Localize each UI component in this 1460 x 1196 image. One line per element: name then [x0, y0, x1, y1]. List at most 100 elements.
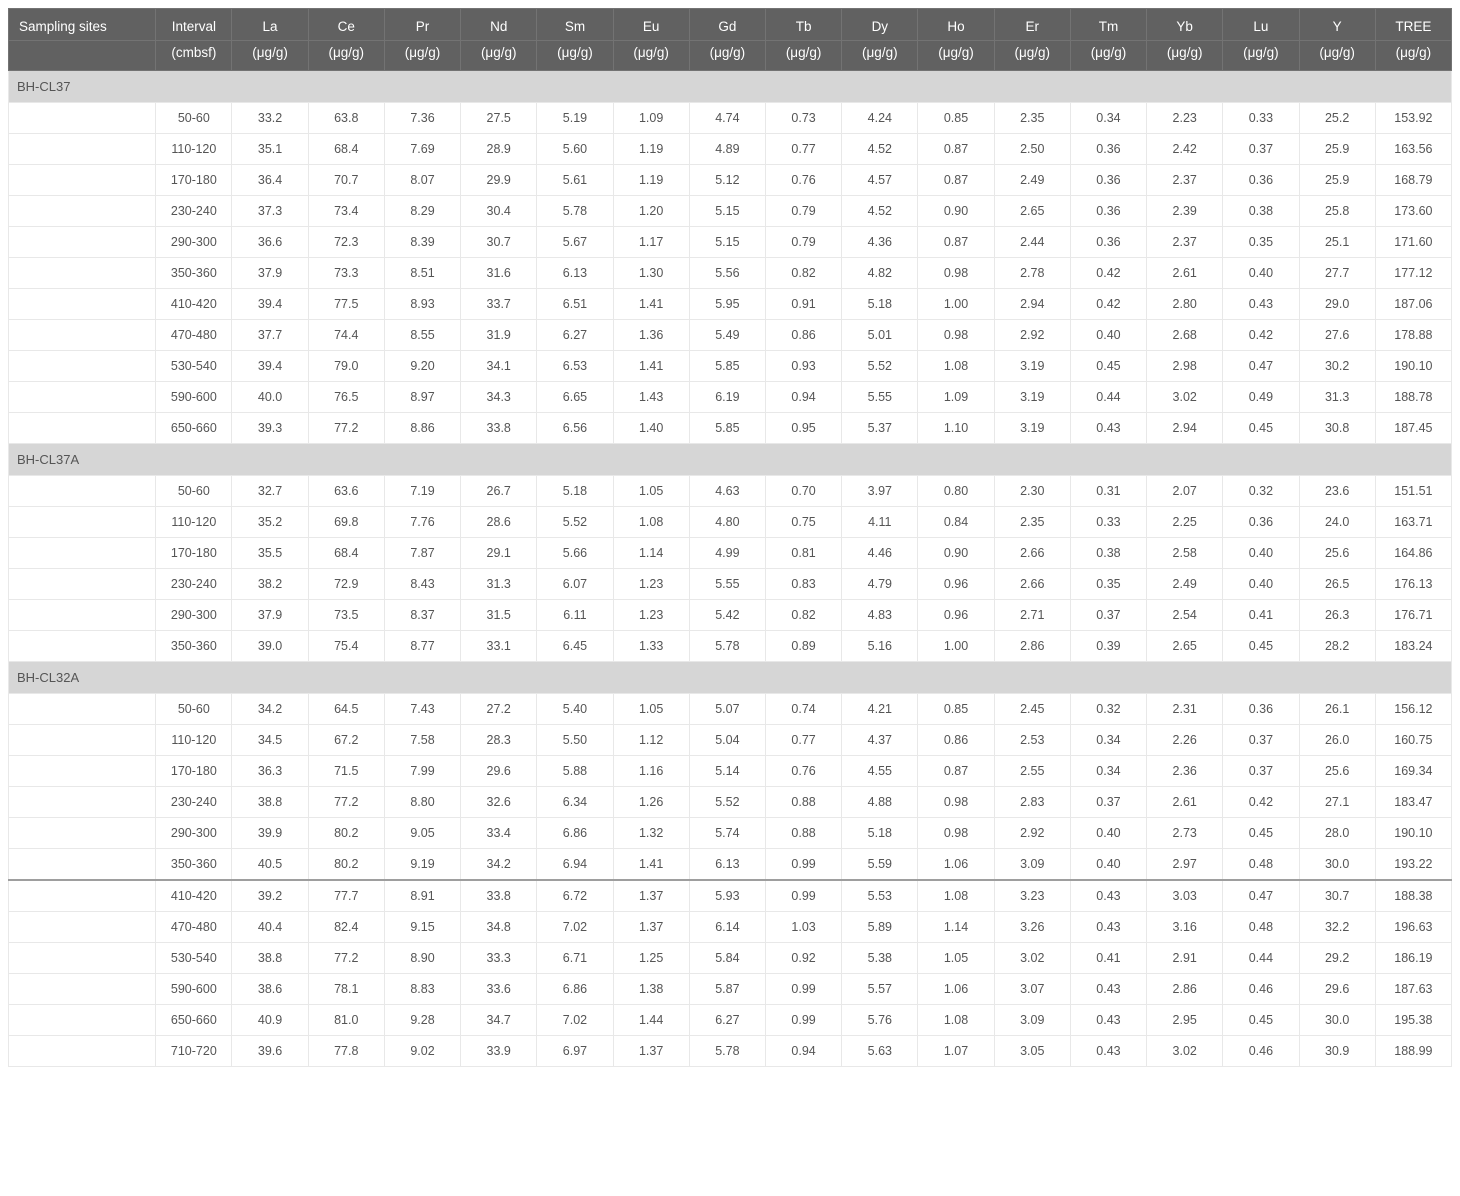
- data-cell: 2.91: [1147, 943, 1223, 974]
- data-cell: 5.12: [689, 165, 765, 196]
- data-cell: 2.50: [994, 134, 1070, 165]
- data-cell: 5.66: [537, 538, 613, 569]
- data-cell: 0.33: [1223, 103, 1299, 134]
- table-row: 110-12035.168.47.6928.95.601.194.890.774…: [9, 134, 1452, 165]
- data-cell: 0.87: [918, 134, 994, 165]
- data-cell: 38.8: [232, 943, 308, 974]
- data-cell: 0.40: [1223, 569, 1299, 600]
- data-cell: 5.76: [842, 1005, 918, 1036]
- col-unit-tree: (μg/g): [1375, 41, 1451, 71]
- data-cell: 0.36: [1070, 227, 1146, 258]
- data-cell: 1.16: [613, 756, 689, 787]
- data-cell: 77.2: [308, 787, 384, 818]
- data-cell: 4.46: [842, 538, 918, 569]
- data-cell: 25.6: [1299, 756, 1375, 787]
- site-cell: [9, 569, 156, 600]
- data-cell: 171.60: [1375, 227, 1451, 258]
- data-cell: 3.02: [994, 943, 1070, 974]
- data-cell: 34.2: [461, 849, 537, 881]
- data-cell: 0.96: [918, 569, 994, 600]
- data-cell: 77.2: [308, 943, 384, 974]
- data-cell: 1.17: [613, 227, 689, 258]
- data-cell: 4.37: [842, 725, 918, 756]
- data-cell: 31.6: [461, 258, 537, 289]
- data-cell: 1.08: [613, 507, 689, 538]
- data-cell: 50-60: [156, 694, 232, 725]
- data-cell: 1.41: [613, 849, 689, 881]
- data-cell: 8.07: [384, 165, 460, 196]
- data-cell: 0.33: [1070, 507, 1146, 538]
- data-cell: 6.86: [537, 974, 613, 1005]
- data-cell: 0.44: [1070, 382, 1146, 413]
- data-cell: 9.02: [384, 1036, 460, 1067]
- data-cell: 5.52: [689, 787, 765, 818]
- data-cell: 30.9: [1299, 1036, 1375, 1067]
- table-row: 350-36039.075.48.7733.16.451.335.780.895…: [9, 631, 1452, 662]
- data-cell: 40.5: [232, 849, 308, 881]
- col-unit-interval: (cmbsf): [156, 41, 232, 71]
- data-cell: 170-180: [156, 165, 232, 196]
- data-cell: 26.7: [461, 476, 537, 507]
- data-cell: 0.40: [1070, 818, 1146, 849]
- data-cell: 2.78: [994, 258, 1070, 289]
- data-cell: 26.3: [1299, 600, 1375, 631]
- col-unit-lu: (μg/g): [1223, 41, 1299, 71]
- data-cell: 3.07: [994, 974, 1070, 1005]
- data-cell: 590-600: [156, 974, 232, 1005]
- data-cell: 188.38: [1375, 880, 1451, 912]
- site-cell: [9, 818, 156, 849]
- data-cell: 0.43: [1070, 413, 1146, 444]
- data-cell: 69.8: [308, 507, 384, 538]
- data-cell: 0.43: [1070, 912, 1146, 943]
- col-header-tb: Tb: [765, 9, 841, 41]
- data-cell: 156.12: [1375, 694, 1451, 725]
- data-cell: 186.19: [1375, 943, 1451, 974]
- data-cell: 0.99: [765, 974, 841, 1005]
- data-cell: 2.37: [1147, 165, 1223, 196]
- data-cell: 2.65: [994, 196, 1070, 227]
- data-cell: 2.83: [994, 787, 1070, 818]
- data-cell: 26.1: [1299, 694, 1375, 725]
- data-cell: 650-660: [156, 1005, 232, 1036]
- data-cell: 5.59: [842, 849, 918, 881]
- data-cell: 5.67: [537, 227, 613, 258]
- data-cell: 81.0: [308, 1005, 384, 1036]
- data-cell: 2.94: [1147, 413, 1223, 444]
- data-cell: 5.93: [689, 880, 765, 912]
- data-cell: 0.44: [1223, 943, 1299, 974]
- data-cell: 7.58: [384, 725, 460, 756]
- data-cell: 4.36: [842, 227, 918, 258]
- data-cell: 68.4: [308, 134, 384, 165]
- data-cell: 230-240: [156, 787, 232, 818]
- data-cell: 2.07: [1147, 476, 1223, 507]
- site-cell: [9, 725, 156, 756]
- table-row: 230-24038.877.28.8032.66.341.265.520.884…: [9, 787, 1452, 818]
- data-cell: 37.7: [232, 320, 308, 351]
- data-cell: 30.0: [1299, 1005, 1375, 1036]
- data-cell: 4.82: [842, 258, 918, 289]
- data-cell: 1.08: [918, 351, 994, 382]
- col-unit-sm: (μg/g): [537, 41, 613, 71]
- data-cell: 3.03: [1147, 880, 1223, 912]
- col-header-ho: Ho: [918, 9, 994, 41]
- col-header-nd: Nd: [461, 9, 537, 41]
- data-cell: 34.3: [461, 382, 537, 413]
- data-cell: 5.78: [689, 631, 765, 662]
- data-cell: 32.6: [461, 787, 537, 818]
- col-unit-eu: (μg/g): [613, 41, 689, 71]
- data-cell: 1.00: [918, 631, 994, 662]
- site-cell: [9, 849, 156, 881]
- data-cell: 4.83: [842, 600, 918, 631]
- data-cell: 5.55: [842, 382, 918, 413]
- data-cell: 4.79: [842, 569, 918, 600]
- data-cell: 1.14: [918, 912, 994, 943]
- data-cell: 0.82: [765, 258, 841, 289]
- data-cell: 29.9: [461, 165, 537, 196]
- data-cell: 3.23: [994, 880, 1070, 912]
- data-cell: 29.6: [1299, 974, 1375, 1005]
- data-cell: 0.86: [918, 725, 994, 756]
- data-cell: 23.6: [1299, 476, 1375, 507]
- data-cell: 176.71: [1375, 600, 1451, 631]
- table-row: 530-54039.479.09.2034.16.531.415.850.935…: [9, 351, 1452, 382]
- data-cell: 9.20: [384, 351, 460, 382]
